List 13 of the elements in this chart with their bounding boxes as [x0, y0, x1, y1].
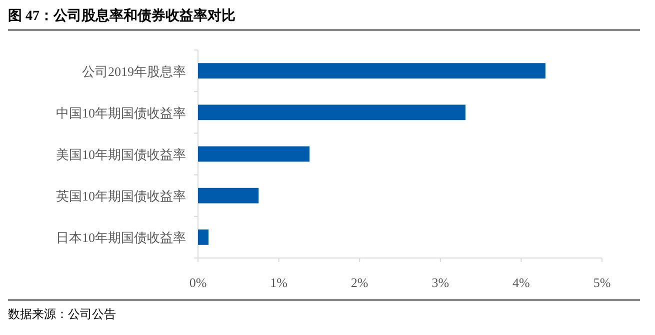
x-tick-label: 3% [432, 275, 450, 290]
x-tick-label: 1% [270, 275, 288, 290]
y-tick-label: 公司2019年股息率 [82, 64, 186, 79]
x-tick-label: 4% [512, 275, 530, 290]
chart-title: 图 47：公司股息率和债券收益率对比 [8, 7, 236, 24]
y-tick-label: 美国10年期国债收益率 [56, 147, 186, 162]
y-tick-label: 中国10年期国债收益率 [56, 105, 186, 120]
y-tick-label: 日本10年期国债收益率 [56, 230, 186, 246]
x-tick-label: 0% [189, 275, 207, 290]
source-note: 数据来源：公司公告 [8, 307, 116, 321]
x-tick-label: 2% [350, 275, 368, 290]
x-tick-label: 5% [593, 275, 611, 290]
y-tick-label: 英国10年期国债收益率 [56, 188, 186, 204]
